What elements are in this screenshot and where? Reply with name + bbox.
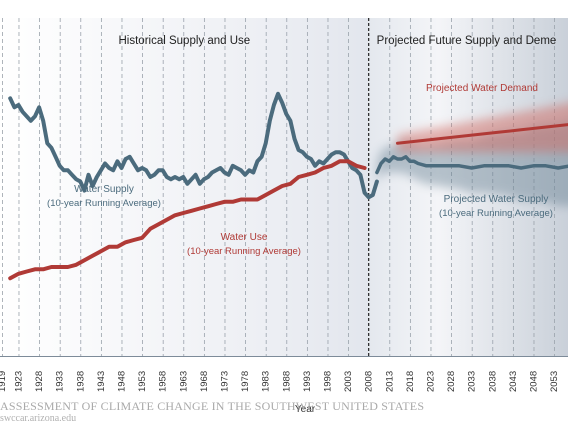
x-tick-label-1953: 1953 [137,371,148,392]
credit-title: ASSESSMENT OF CLIMATE CHANGE IN THE SOUT… [0,399,425,413]
section-label-projected: Projected Future Supply and Deme [377,35,557,47]
x-tick-label-2043: 2043 [508,371,519,392]
x-tick-label-1928: 1928 [34,371,45,392]
annotation-projected-supply: Projected Water Supply [444,194,549,205]
x-tick-label-2023: 2023 [426,371,437,392]
projected-demand-line [396,123,568,145]
x-tick-label-1943: 1943 [96,371,107,392]
x-tick-label-2018: 2018 [405,371,416,392]
x-tick-label-1998: 1998 [323,371,334,392]
projected-supply-line [375,155,568,175]
x-tick-label-1968: 1968 [199,371,210,392]
x-tick-label-2053: 2053 [549,371,560,392]
annotation-water-supply: Water Supply [74,184,134,195]
annotation-water-use-sub: (10-year Running Average) [187,246,301,257]
x-tick-label-1948: 1948 [117,371,128,392]
x-tick-label-1963: 1963 [178,371,189,392]
annotation-projected-demand: Projected Water Demand [426,83,538,94]
x-tick-label-2038: 2038 [487,371,498,392]
x-axis-title: Year [295,404,316,415]
annotation-water-supply-sub: (10-year Running Average) [47,198,161,209]
x-tick-label-1973: 1973 [220,371,231,392]
section-label-historical: Historical Supply and Use [119,35,251,47]
x-tick-label-2033: 2033 [467,371,478,392]
annotation-water-use: Water Use [221,232,268,243]
x-tick-label-1933: 1933 [55,371,66,392]
x-tick-label-1993: 1993 [302,371,313,392]
credit-url: swccar.arizona.edu [0,413,77,424]
x-tick-label-1923: 1923 [14,371,25,392]
x-tick-label-1983: 1983 [261,371,272,392]
x-tick-label-1988: 1988 [281,371,292,392]
water-supply-line [8,91,379,200]
x-tick-label-2008: 2008 [364,371,375,392]
x-tick-label-2028: 2028 [446,371,457,392]
x-tick-label-1919: 1919 [0,371,8,392]
x-tick-label-1938: 1938 [75,371,86,392]
historical-background [0,18,369,356]
x-tick-label-1958: 1958 [158,371,169,392]
x-tick-label-2013: 2013 [384,371,395,392]
x-tick-label-2003: 2003 [343,371,354,392]
x-tick-label-2048: 2048 [529,371,540,392]
x-tick-label-1978: 1978 [240,371,251,392]
water-use-line [8,159,367,281]
annotation-projected-supply-sub: (10-year Running Average) [439,208,553,219]
